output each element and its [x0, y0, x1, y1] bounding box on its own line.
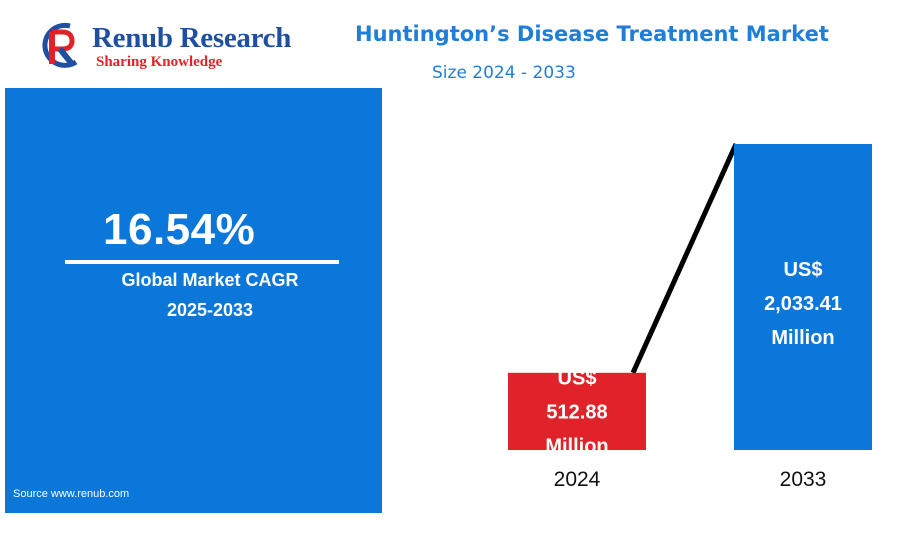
data-label-2024-2: 512.88: [546, 401, 607, 423]
data-label-2033-1: US$: [784, 259, 823, 281]
cagr-panel: 16.54% Global Market CAGR 2025-2033 Sour…: [5, 88, 382, 513]
page-title: Huntington’s Disease Treatment Market: [355, 22, 829, 46]
x-tick-label-2024: 2024: [554, 468, 601, 491]
data-label-2024-3: Million: [545, 435, 608, 457]
page-subtitle: Size 2024 - 2033: [432, 63, 576, 83]
cagr-label: Global Market CAGR: [121, 270, 299, 290]
source-note: Source www.renub.com: [13, 488, 130, 500]
cagr-value: 16.54%: [103, 205, 256, 254]
data-label-2033-3: Million: [771, 327, 834, 349]
x-tick-label-2033: 2033: [780, 468, 827, 491]
renub-logo-icon: [42, 22, 78, 68]
data-label-2033-2: 2,033.41: [764, 293, 842, 315]
cagr-divider: [65, 260, 339, 264]
brand-name: Renub Research: [92, 22, 292, 54]
data-label-2024-1: US$: [558, 367, 597, 389]
logo: Renub Research Sharing Knowledge: [30, 20, 320, 78]
trend-line: [630, 142, 739, 374]
bar-2024: [508, 372, 646, 450]
brand-tagline: Sharing Knowledge: [96, 54, 223, 70]
cagr-period: 2025-2033: [166, 300, 254, 320]
bar-2033: [734, 144, 872, 450]
